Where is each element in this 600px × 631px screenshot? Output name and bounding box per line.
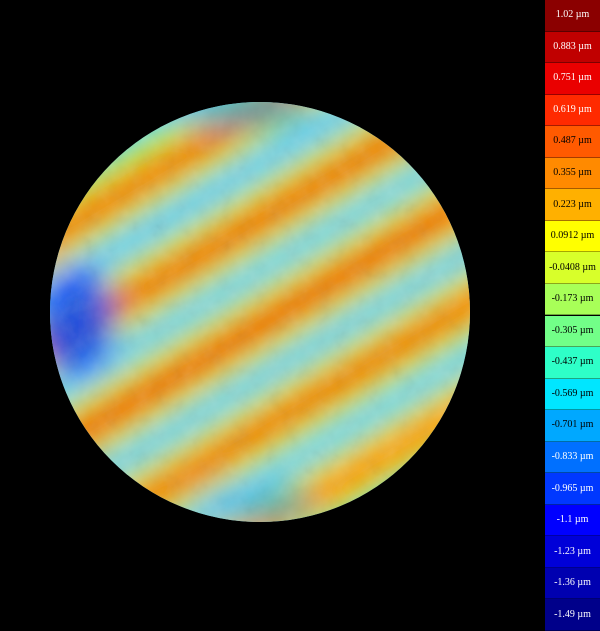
heatmap-svg <box>0 0 545 631</box>
colorbar-level: 1.02 µm <box>545 0 600 32</box>
colorbar-label: 0.0912 µm <box>550 230 595 242</box>
edge-low-patch-top <box>170 102 310 130</box>
colorbar-level: -0.701 µm <box>545 410 600 442</box>
edge-low-patch-bottom <box>195 483 315 522</box>
band-level-high-3-peak <box>63 205 451 448</box>
colorbar-level: -0.833 µm <box>545 441 600 474</box>
colorbar-label: 1.02 µm <box>555 9 590 21</box>
colorbar-label: -0.173 µm <box>551 293 594 305</box>
heatmap-panel <box>0 0 545 631</box>
colorbar-label: -1.1 µm <box>556 514 589 526</box>
colorbar-level: -1.49 µm <box>545 599 600 631</box>
colorbar-level: -0.305 µm <box>545 315 600 348</box>
colorbar-level: -0.0408 µm <box>545 252 600 284</box>
colorbar-label: -1.49 µm <box>554 608 591 620</box>
colorbar-label: 0.487 µm <box>553 135 592 147</box>
colorbar-label: -0.437 µm <box>551 356 594 368</box>
colorbar-label: 0.619 µm <box>553 103 592 115</box>
colorbar-label: -1.23 µm <box>554 545 591 557</box>
colorbar-label: 0.355 µm <box>553 167 592 179</box>
colorbar-level: 0.355 µm <box>545 157 600 190</box>
colorbar: 1.02 µm 0.883 µm 0.751 µm 0.619 µm 0.487 µm 0… <box>545 0 600 631</box>
edge-low-patch-left <box>50 262 115 378</box>
height-bands <box>50 102 470 522</box>
colorbar-level: -0.437 µm <box>545 347 600 379</box>
aperture-surface <box>0 0 545 631</box>
colorbar-level: 0.751 µm <box>545 63 600 95</box>
colorbar-level: 0.223 µm <box>545 189 600 221</box>
colorbar-label: 0.883 µm <box>553 40 592 52</box>
colorbar-label: -1.36 µm <box>554 577 591 589</box>
colorbar-label: -0.965 µm <box>551 482 594 494</box>
colorbar-level: 0.487 µm <box>545 126 600 158</box>
valley-level-low-3 <box>50 188 470 522</box>
colorbar-label: 0.223 µm <box>553 198 592 210</box>
colorbar-level: -1.1 µm <box>545 504 600 537</box>
valley-level-low-4 <box>57 267 470 522</box>
colorbar-level: 0.883 µm <box>545 31 600 64</box>
colorbar-level: 0.0912 µm <box>545 220 600 253</box>
colorbar-label: -0.701 µm <box>551 419 594 431</box>
colorbar-level: -0.965 µm <box>545 473 600 505</box>
colorbar-label: -0.305 µm <box>551 324 594 336</box>
colorbar-level: -0.569 µm <box>545 378 600 411</box>
colorbar-level: -1.23 µm <box>545 536 600 568</box>
band-level-high-4-peak <box>136 299 470 508</box>
valley-level-low-2 <box>50 109 470 455</box>
colorbar-label: -0.0408 µm <box>549 261 596 273</box>
colorbar-label: -0.569 µm <box>551 387 594 399</box>
colorbar-label: 0.751 µm <box>553 72 592 84</box>
colorbar-level: -0.173 µm <box>545 283 600 316</box>
surface-texture <box>0 0 545 631</box>
colorbar-label: -0.833 µm <box>551 450 594 462</box>
colorbar-level: 0.619 µm <box>545 94 600 127</box>
colorbar-level: -1.36 µm <box>545 567 600 600</box>
